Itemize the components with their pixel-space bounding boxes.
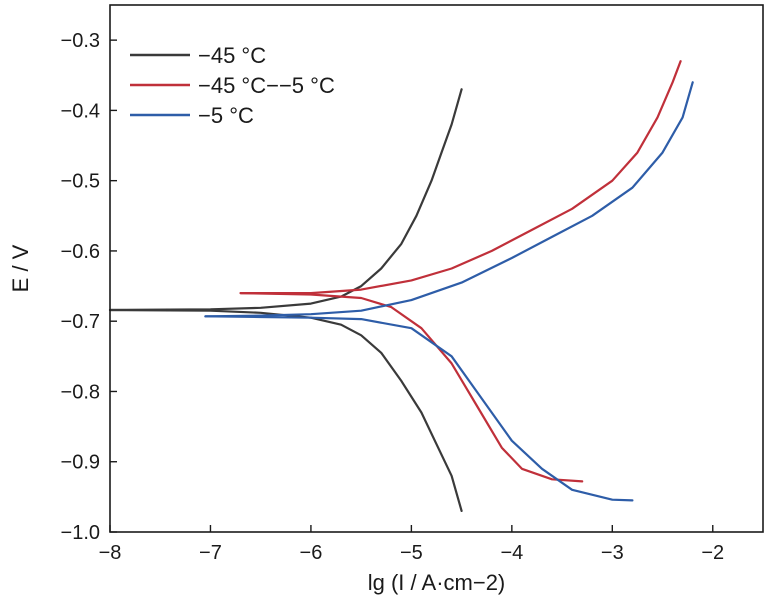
x-tick-label: −4	[500, 542, 523, 564]
x-tick-label: −3	[601, 542, 624, 564]
legend: −45 °C −45 °C−−5 °C −5 °C	[130, 43, 335, 128]
x-tick-label: −8	[99, 542, 122, 564]
series-1-cathodic-branch-line	[108, 308, 463, 512]
series-1	[108, 88, 463, 512]
y-tick-label: −0.6	[61, 241, 100, 263]
y-axis-title: E / V	[8, 244, 33, 292]
x-tick-label: −7	[199, 542, 222, 564]
legend-label: −45 °C	[198, 43, 266, 68]
series-3-anodic-branch-line	[204, 81, 694, 318]
series-2-anodic-branch-line	[239, 60, 682, 295]
y-tick-label: −0.9	[61, 452, 100, 474]
legend-label: −45 °C−−5 °C	[198, 73, 335, 98]
series-layer	[108, 60, 694, 512]
series-2-cathodic-branch-line	[239, 292, 584, 483]
ticks-layer: −8 −7 −6 −5 −4 −3 −2 −1.0 −0.9 −0.8 −0.7 −0.6 −0.5 −0…	[61, 30, 725, 564]
series-1-anodic-branch-line	[108, 88, 463, 312]
series-2	[239, 60, 682, 483]
x-axis-title: lg (I / A·cm−2)	[368, 570, 506, 595]
y-tick-label: −0.3	[61, 30, 100, 52]
x-tick-label: −5	[400, 542, 423, 564]
y-tick-label: −0.8	[61, 381, 100, 403]
y-tick-label: −0.7	[61, 311, 100, 333]
plot-frame	[109, 4, 764, 533]
series-3-cathodic-branch-line	[204, 315, 634, 502]
legend-label: −5 °C	[198, 103, 254, 128]
y-tick-label: −0.5	[61, 171, 100, 193]
y-tick-label: −0.4	[61, 100, 100, 122]
y-tick-label: −1.0	[61, 522, 100, 544]
x-tick-label: −2	[701, 542, 724, 564]
x-tick-label: −6	[300, 542, 323, 564]
series-3	[204, 81, 694, 502]
